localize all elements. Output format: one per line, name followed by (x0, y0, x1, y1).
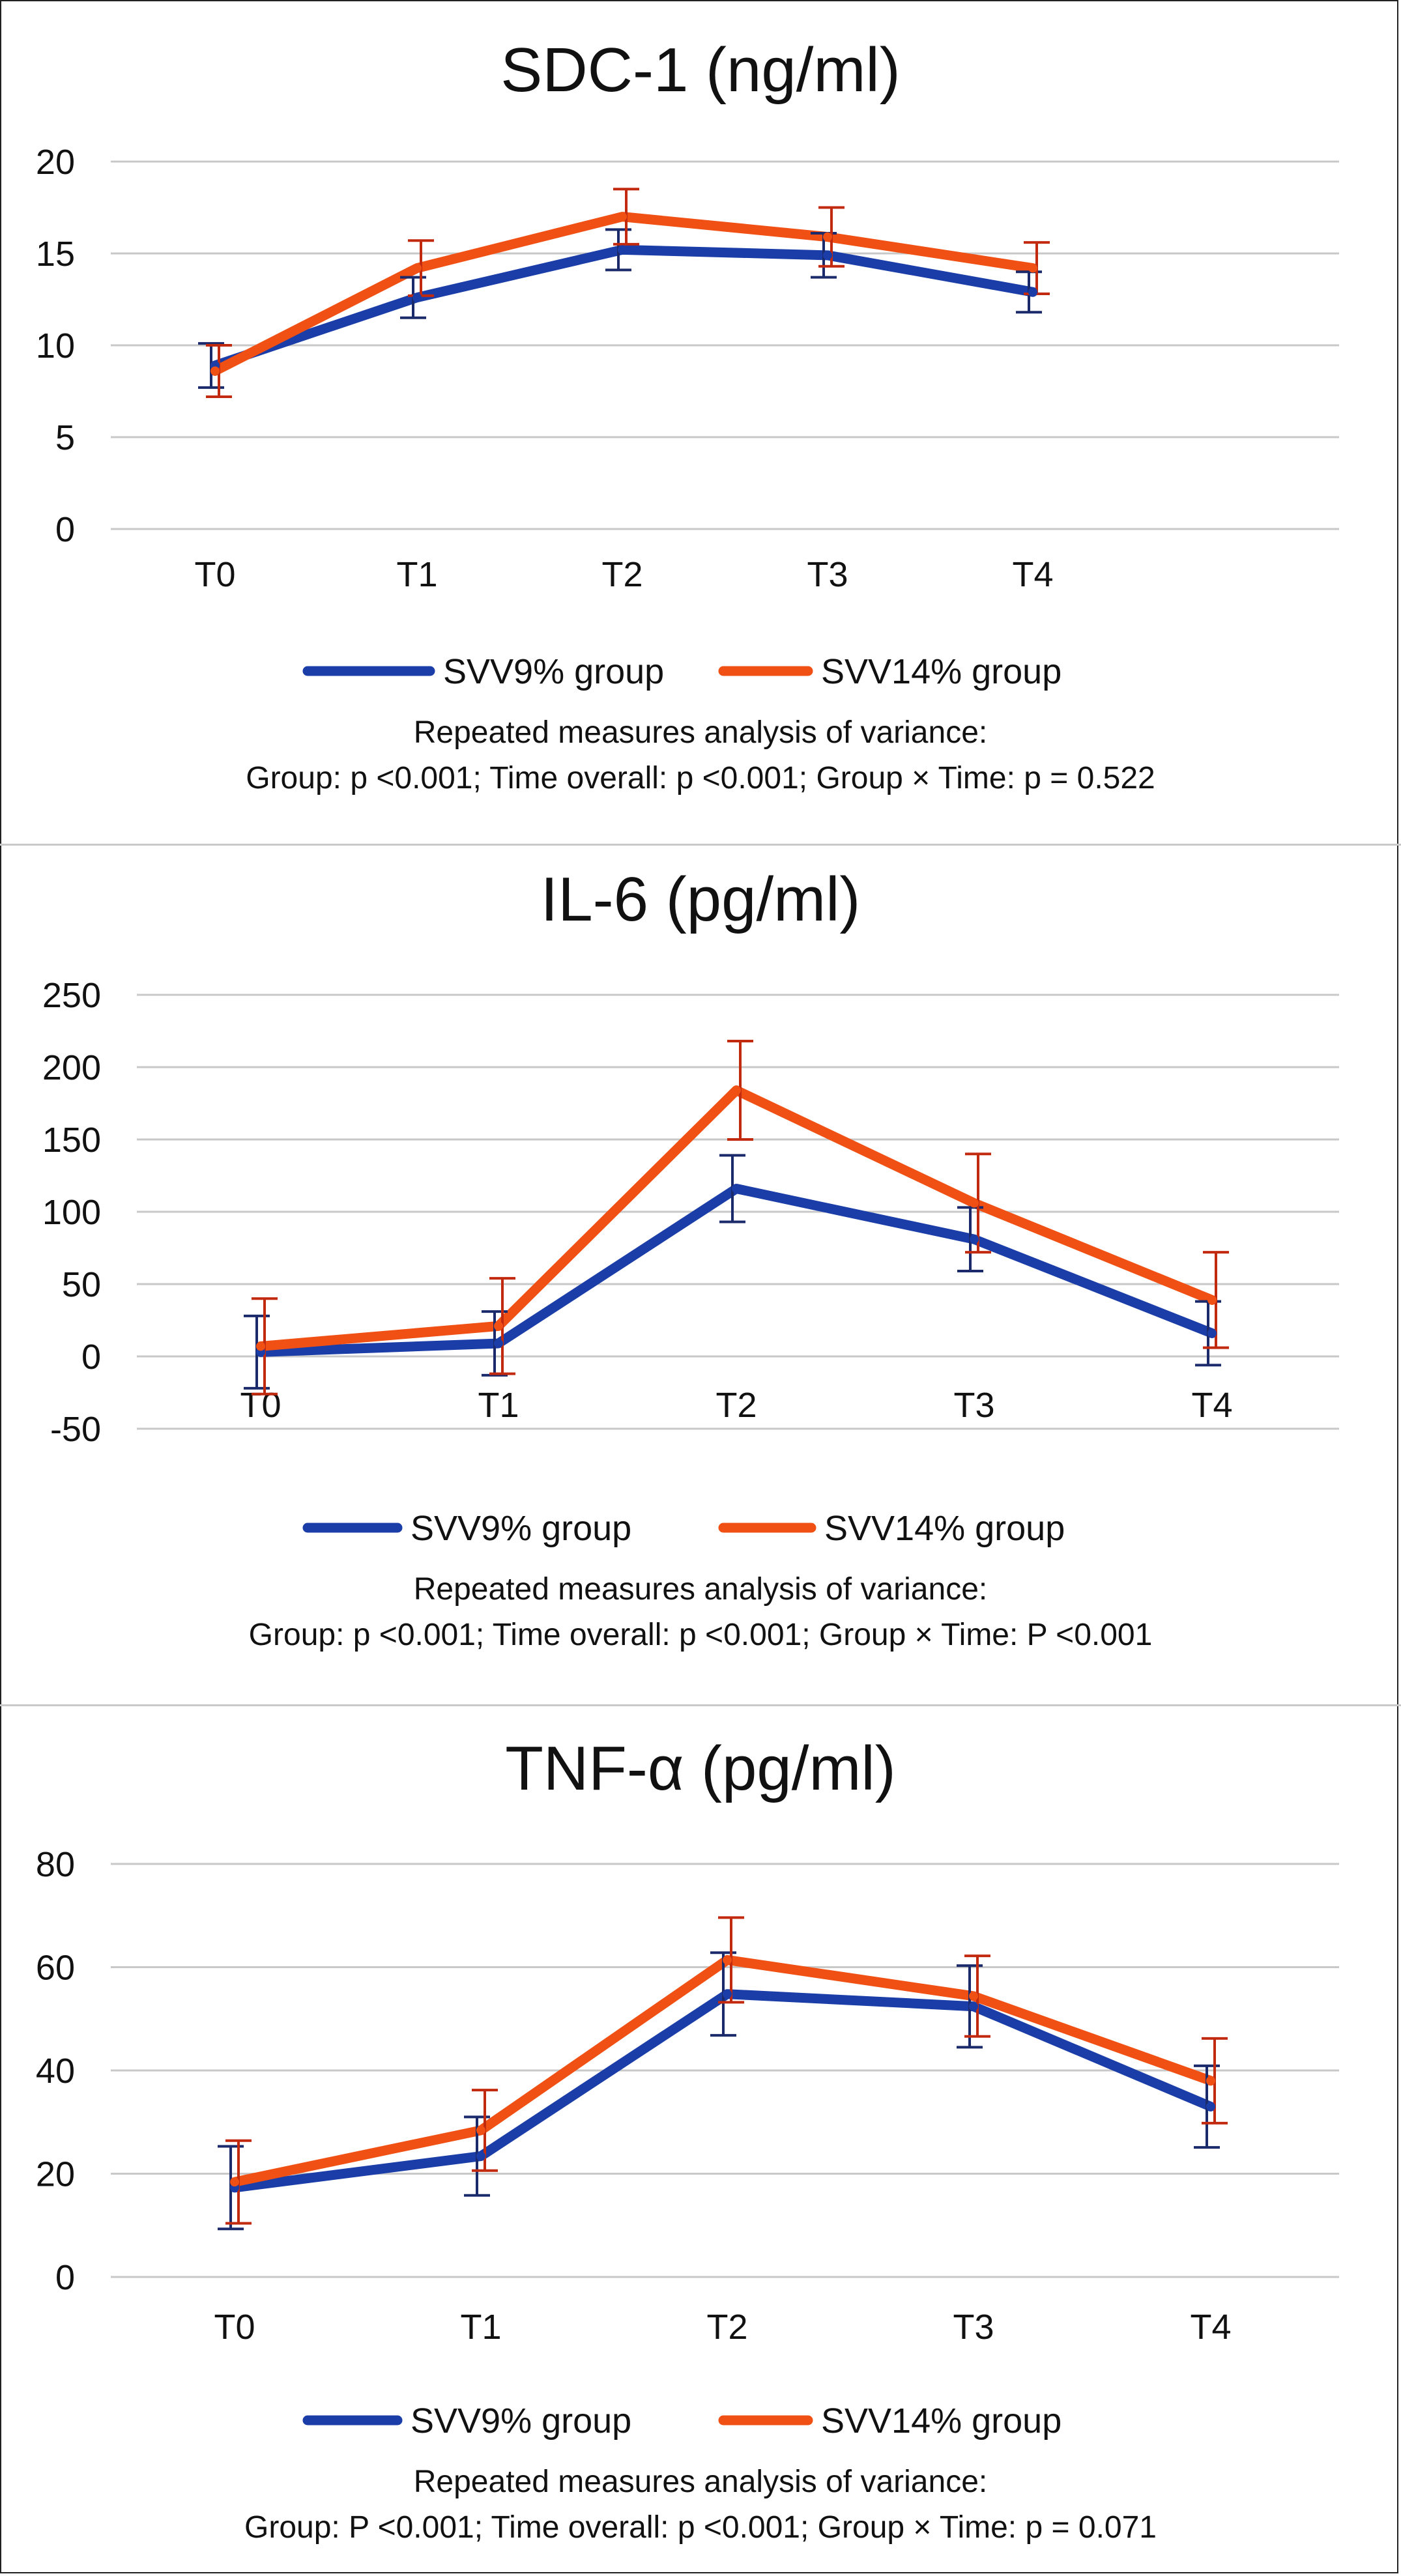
y-tick-label: 0 (55, 510, 75, 549)
y-tick-label: 50 (62, 1265, 101, 1304)
x-tick-label: T4 (1190, 2308, 1231, 2347)
y-tick-label: 5 (55, 418, 75, 457)
data-point (494, 1339, 503, 1349)
data-point (256, 1341, 265, 1351)
series-line (210, 212, 1038, 376)
data-point (1207, 1295, 1217, 1305)
x-tick-label: T3 (807, 555, 848, 594)
chart-tnf: TNF-α (pg/ml) 0 20 40 60 80 T0 T1 T2 T3 T4 SVV9% gr… (36, 1734, 1339, 2545)
x-tick-label: T1 (460, 2308, 501, 2347)
x-tick-label: T4 (1191, 1386, 1232, 1425)
y-tick-label: 20 (36, 2155, 75, 2194)
x-tick-label: T1 (396, 555, 437, 594)
chart-panel-sdc1: SDC-1 (ng/ml) 0 5 10 15 20 T0 T1 T2 T3 T4 SVV9% gro… (0, 0, 1401, 844)
data-point (210, 366, 220, 376)
data-point (823, 232, 832, 242)
y-tick-label: 0 (81, 1338, 101, 1377)
y-tick-label: 15 (36, 235, 75, 274)
legend-label: SVV14% group (821, 652, 1062, 691)
chart-il6: IL-6 (pg/ml) -50 0 50 100 150 200 250 T0 T1 T2 T3 T4… (42, 865, 1339, 1652)
data-point (823, 250, 832, 260)
y-tick-label: -50 (50, 1410, 101, 1449)
chart-sdc1: SDC-1 (ng/ml) 0 5 10 15 20 T0 T1 T2 T3 T4 SVV9% gro… (36, 35, 1339, 795)
legend-label: SVV9% group (443, 652, 664, 691)
legend-label: SVV14% group (824, 1509, 1065, 1548)
chart-title: IL-6 (pg/ml) (541, 865, 861, 934)
data-point (969, 2001, 978, 2011)
panel-divider (0, 844, 1401, 846)
legend-label: SVV9% group (411, 2401, 631, 2440)
y-tick-label: 200 (42, 1048, 101, 1087)
x-tick-label: T1 (478, 1386, 519, 1425)
y-tick-label: 0 (55, 2258, 75, 2297)
data-point (1028, 263, 1037, 273)
y-tick-label: 150 (42, 1121, 101, 1160)
data-point (732, 1184, 741, 1194)
chart-title: TNF-α (pg/ml) (505, 1734, 895, 1803)
data-point (1207, 1328, 1217, 1338)
data-point (723, 1955, 732, 1965)
data-point (1028, 287, 1037, 297)
data-point (969, 1991, 978, 2001)
y-tick-label: 60 (36, 1949, 75, 1988)
chart-title: SDC-1 (ng/ml) (500, 35, 900, 105)
x-tick-label: T3 (953, 1386, 994, 1425)
x-tick-label: T2 (706, 2308, 747, 2347)
data-point (412, 293, 422, 302)
chart-panel-tnf: TNF-α (pg/ml) 0 20 40 60 80 T0 T1 T2 T3 T4 SVV9% gr… (0, 1706, 1401, 2573)
x-tick-label: T4 (1012, 555, 1053, 594)
x-tick-label: T0 (240, 1386, 281, 1425)
x-tick-label: T0 (194, 555, 235, 594)
stats-note: Repeated measures analysis of variance: (414, 1572, 987, 1607)
data-point (1206, 2076, 1215, 2085)
stats-note: Group: p <0.001; Time overall: p <0.001;… (246, 761, 1155, 795)
panel-divider (0, 1704, 1401, 1706)
legend-label: SVV14% group (821, 2401, 1062, 2440)
stats-note: Group: p <0.001; Time overall: p <0.001;… (249, 1618, 1153, 1652)
x-tick-label: T2 (601, 555, 643, 594)
data-point (618, 212, 627, 222)
data-point (412, 263, 422, 273)
data-point (494, 1321, 503, 1331)
y-tick-label: 250 (42, 976, 101, 1015)
data-point (723, 1989, 732, 1999)
stats-note: Repeated measures analysis of variance: (414, 715, 987, 750)
chart-panel-il6: IL-6 (pg/ml) -50 0 50 100 150 200 250 T0 T1 T2 T3 T4… (0, 846, 1401, 1704)
series-line (255, 1085, 1217, 1351)
data-point (230, 2177, 239, 2187)
series-line (255, 1183, 1217, 1357)
data-point (970, 1235, 979, 1244)
x-tick-label: T0 (214, 2308, 255, 2347)
y-tick-label: 80 (36, 1845, 75, 1884)
y-tick-label: 20 (36, 143, 75, 182)
data-point (732, 1085, 741, 1095)
stats-note: Group: P <0.001; Time overall: p <0.001;… (244, 2510, 1157, 2545)
y-tick-label: 10 (36, 326, 75, 365)
data-point (1206, 2102, 1215, 2111)
x-tick-label: T2 (715, 1386, 757, 1425)
y-tick-label: 40 (36, 2052, 75, 2091)
legend-label: SVV9% group (411, 1509, 631, 1548)
data-point (476, 2125, 485, 2135)
x-tick-label: T3 (953, 2308, 994, 2347)
stats-note: Repeated measures analysis of variance: (414, 2465, 987, 2499)
data-point (970, 1198, 979, 1208)
data-point (618, 245, 627, 255)
y-tick-label: 100 (42, 1193, 101, 1232)
data-point (476, 2151, 485, 2161)
